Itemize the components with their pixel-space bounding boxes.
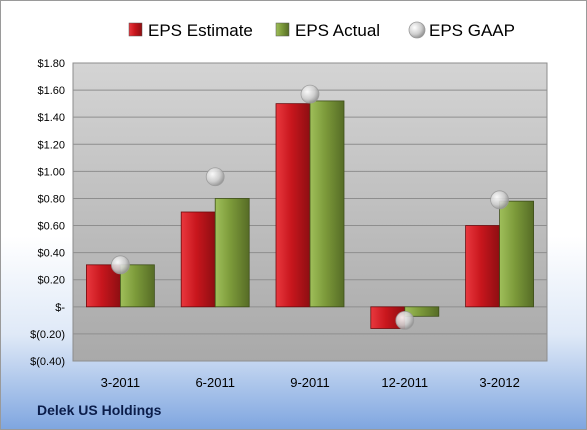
x-tick-label: 6-2011	[195, 375, 235, 390]
legend-eps-gaap-label: EPS GAAP	[429, 21, 515, 40]
legend-eps-actual-label: EPS Actual	[295, 21, 380, 40]
bar-eps-estimate	[275, 103, 311, 308]
y-tick-label: $-	[55, 302, 65, 314]
bar-eps-estimate	[465, 225, 501, 308]
y-tick-label: $0.60	[37, 221, 65, 233]
legend-eps-estimate-swatch	[128, 22, 143, 37]
y-tick-label: $0.40	[37, 248, 65, 260]
bar-eps-actual	[499, 200, 535, 308]
marker-eps-gaap	[205, 167, 225, 187]
legend-eps-actual-swatch	[275, 22, 290, 37]
x-tick-label: 12-2011	[381, 375, 428, 390]
bar-eps-actual	[309, 100, 345, 308]
y-tick-label: $1.20	[37, 139, 65, 151]
x-tick-label: 9-2011	[290, 375, 330, 390]
company-name: Delek US Holdings	[37, 402, 162, 418]
y-tick-label: $(0.20)	[30, 329, 65, 341]
y-tick-label: $0.80	[37, 193, 65, 205]
y-tick-label: $1.00	[37, 166, 65, 178]
y-tick-label: $(0.40)	[30, 356, 65, 368]
x-tick-label: 3-2012	[479, 375, 519, 390]
bar-eps-estimate	[180, 211, 216, 308]
legend-eps-estimate-label: EPS Estimate	[148, 21, 253, 40]
x-tick-label: 3-2011	[101, 375, 141, 390]
marker-eps-gaap	[111, 255, 130, 275]
legend-eps-gaap-swatch	[408, 21, 426, 39]
y-tick-label: $1.40	[37, 112, 65, 124]
y-tick-label: $0.20	[37, 275, 65, 287]
bar-eps-actual	[214, 198, 250, 308]
marker-eps-gaap	[490, 190, 510, 210]
marker-eps-gaap	[395, 310, 415, 330]
marker-eps-gaap	[300, 84, 320, 104]
y-tick-label: $1.60	[37, 85, 65, 97]
y-tick-label: $1.80	[37, 58, 65, 70]
